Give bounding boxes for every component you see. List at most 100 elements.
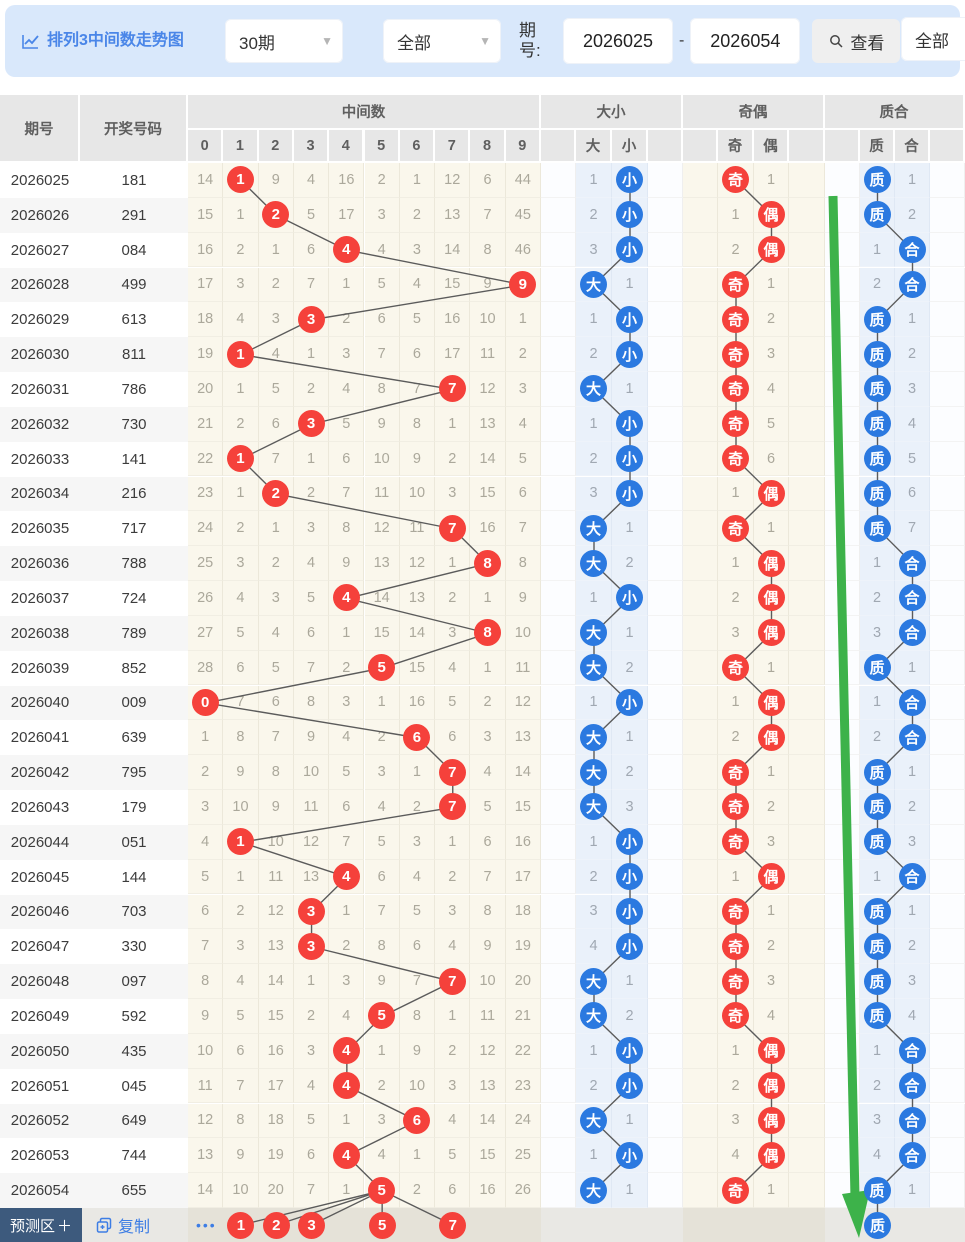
mid-cell: 3 <box>293 929 330 965</box>
right-select-value: 全部 <box>915 31 949 51</box>
wsp-cell <box>930 441 965 477</box>
prediction-circle: 3 <box>298 1211 326 1239</box>
mid-cell: 2 <box>399 197 436 233</box>
csp-cell <box>683 476 718 512</box>
issue-cell: 2026052 <box>0 1103 80 1139</box>
mid-cell: 5 <box>364 1173 400 1208</box>
mid-cell: 12 <box>364 511 400 547</box>
mid-cell: 3 <box>293 1033 330 1069</box>
issue-cell: 2026041 <box>0 720 80 756</box>
issue-from-input[interactable] <box>563 18 673 64</box>
issue-to-input[interactable] <box>690 18 801 64</box>
jol-cell: 奇 <box>718 824 754 860</box>
wsp-cell <box>541 476 576 512</box>
prediction-area-button[interactable]: 预测区 ＋ <box>0 1208 82 1242</box>
hit-circle-blue: 小 <box>616 863 643 891</box>
hit-circle-red: 奇 <box>722 514 749 542</box>
mid-cell: 3 <box>293 894 330 930</box>
wsp-cell <box>825 1068 860 1104</box>
header-subcol: 5 <box>364 130 400 163</box>
mid-cell: 6 <box>470 163 506 198</box>
wsp-cell <box>648 650 683 686</box>
mid-cell: 11 <box>364 476 400 512</box>
jol-cell: 2 <box>718 720 754 756</box>
wsp-cell <box>930 232 965 268</box>
mid-cell: 2 <box>329 650 365 686</box>
num-cell: 216 <box>80 476 188 512</box>
hit-circle-blue: 质 <box>863 340 891 368</box>
wsp-cell <box>541 1173 576 1208</box>
dxr-cell: 小 <box>612 476 648 512</box>
hit-circle-blue: 合 <box>898 1106 926 1134</box>
mid-cell: 9 <box>470 267 506 303</box>
hit-circle-red: 奇 <box>722 897 749 925</box>
hit-circle-blue: 质 <box>863 445 891 473</box>
header-subcol: 小 <box>612 130 648 163</box>
view-button[interactable]: 查看 <box>812 19 901 63</box>
hit-circle-blue: 质 <box>863 166 891 194</box>
csp-cell <box>683 232 718 268</box>
jor-cell: 2 <box>754 929 789 965</box>
hit-circle-red: 偶 <box>757 1072 785 1100</box>
mid-cell: 8 <box>399 999 436 1034</box>
wsp-cell <box>541 232 576 268</box>
mid-cell: 4 <box>329 1033 365 1069</box>
hit-circle-blue: 小 <box>616 201 643 229</box>
jol-cell: 奇 <box>718 894 754 930</box>
mid-cell: 7 <box>293 267 330 303</box>
mid-cell: 4 <box>329 581 365 616</box>
mid-cell: 3 <box>505 372 541 407</box>
csp-cell <box>683 337 718 372</box>
wsp-cell <box>541 964 576 999</box>
mid-cell: 25 <box>188 546 224 581</box>
num-cell: 744 <box>80 1138 188 1174</box>
jol-cell: 奇 <box>718 372 754 407</box>
header-subcol: 大 <box>576 130 612 163</box>
mid-cell: 5 <box>223 615 259 651</box>
mid-cell: 1 <box>223 163 259 198</box>
chevron-down-icon: ▼ <box>479 34 491 48</box>
mid-cell: 10 <box>223 1173 259 1208</box>
issue-cell: 2026035 <box>0 511 80 547</box>
num-cell: 703 <box>80 894 188 930</box>
more-button[interactable]: ••• <box>196 1217 217 1233</box>
mid-cell: 6 <box>435 720 471 756</box>
zhl-cell: 质 <box>860 790 895 825</box>
mid-cell: 2 <box>293 372 330 407</box>
wsp-cell <box>825 1103 860 1139</box>
issue-cell: 2026050 <box>0 1033 80 1069</box>
wsp-cell <box>541 615 576 651</box>
mid-cell: 20 <box>188 372 224 407</box>
dxr-cell: 小 <box>612 197 648 233</box>
hit-circle-red: 偶 <box>757 1037 785 1065</box>
jol-cell: 奇 <box>718 511 754 547</box>
mid-cell: 3 <box>435 615 471 651</box>
wsp-cell <box>825 197 860 233</box>
copy-button[interactable]: 复制 <box>96 1208 150 1242</box>
num-cell: 144 <box>80 859 188 895</box>
mid-cell: 15 <box>435 267 471 303</box>
hit-circle-red: 偶 <box>757 688 785 716</box>
mid-cell: 2 <box>329 929 365 965</box>
right-select[interactable]: 全部 <box>901 17 965 61</box>
dxl-cell: 3 <box>576 476 612 512</box>
wsp-cell <box>930 302 965 338</box>
prediction-circle: 2 <box>262 1211 290 1239</box>
jor-cell: 偶 <box>754 859 789 895</box>
mid-cell: 7 <box>258 441 294 477</box>
csp-cell <box>683 581 718 616</box>
hit-circle-blue: 质 <box>863 479 891 507</box>
jol-cell: 1 <box>718 546 754 581</box>
num-cell: 795 <box>80 755 188 790</box>
num-cell: 435 <box>80 1033 188 1069</box>
mid-cell: 1 <box>223 197 259 233</box>
csp-cell <box>789 615 825 651</box>
mid-cell: 14 <box>258 964 294 999</box>
range-select[interactable]: 30期 ▼ <box>225 19 343 63</box>
jor-cell: 偶 <box>754 685 789 721</box>
mid-cell: 2 <box>293 476 330 512</box>
mid-cell: 4 <box>223 964 259 999</box>
mid-cell: 8 <box>223 1103 259 1139</box>
mid-cell: 2 <box>258 546 294 581</box>
filter-select[interactable]: 全部 ▼ <box>383 19 501 63</box>
